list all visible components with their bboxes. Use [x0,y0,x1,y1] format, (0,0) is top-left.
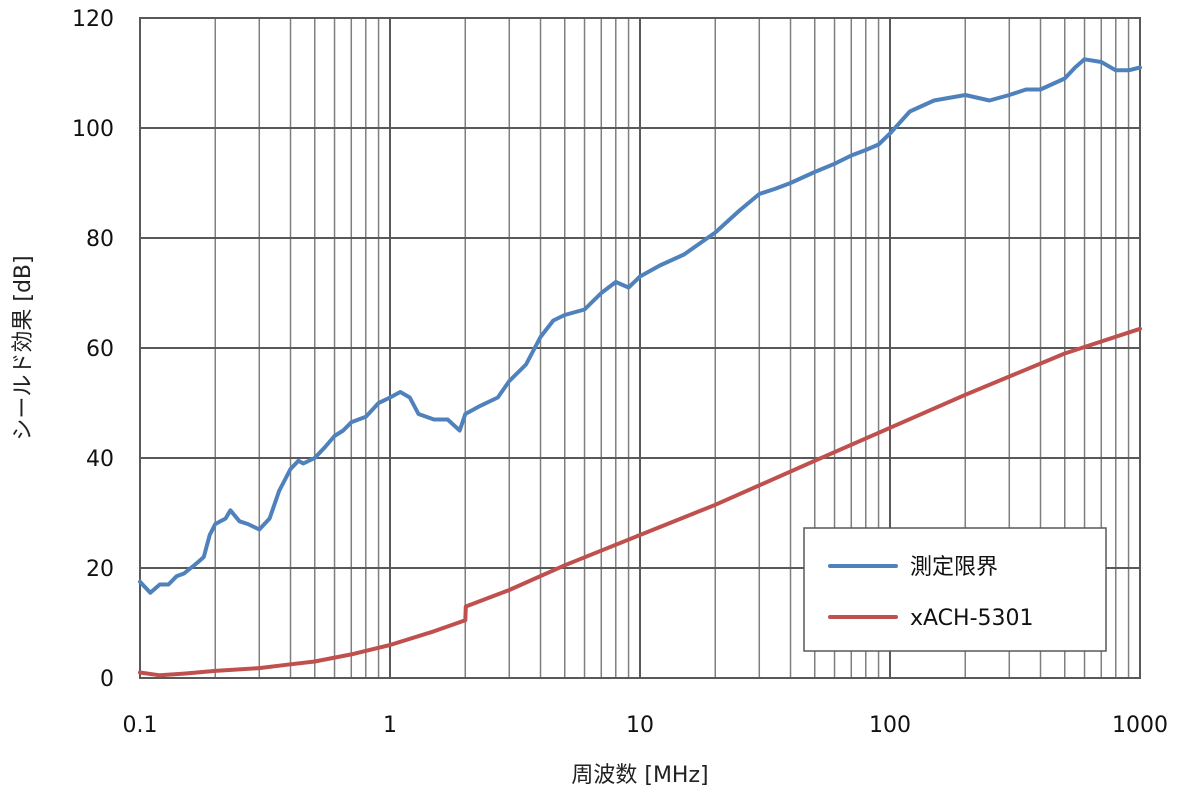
plot-area-border [139,17,1141,679]
x-tick-label: 100 [869,713,911,738]
x-tick-label: 0.1 [123,713,158,738]
legend-label-xach-5301: xACH-5301 [910,606,1034,631]
legend: 測定限界 xACH-5301 [803,527,1107,652]
y-axis-title: シールド効果 [dB] [11,255,36,440]
x-axis-tick-labels: 0.1 1 10 100 1000 [123,713,1169,738]
x-tick-label: 10 [626,713,654,738]
y-tick-label: 0 [100,667,114,692]
legend-box [803,527,1107,652]
y-tick-label: 20 [86,557,114,582]
series-lines [138,57,1142,678]
x-axis-title: 周波数 [MHz] [571,763,708,788]
y-tick-label: 40 [86,447,114,472]
legend-label-measurement-limit: 測定限界 [910,555,998,580]
y-tick-label: 60 [86,337,114,362]
y-tick-label: 100 [72,117,114,142]
x-tick-label: 1 [383,713,397,738]
y-tick-label: 120 [72,7,114,32]
y-tick-label: 80 [86,227,114,252]
x-tick-label: 1000 [1112,713,1168,738]
y-axis-tick-labels: 0 20 40 60 80 100 120 [72,7,114,692]
series-line-1 [138,326,1142,678]
series-line-0 [138,57,1142,595]
